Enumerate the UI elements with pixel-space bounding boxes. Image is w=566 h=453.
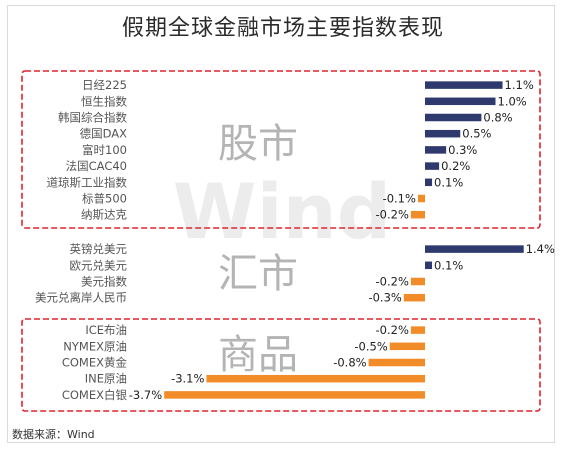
group-label: 商品 <box>218 332 298 378</box>
bar <box>206 374 425 383</box>
data-label: 0.2% <box>441 159 470 173</box>
category-label: 道琼斯工业指数 <box>47 175 128 189</box>
bar <box>164 391 425 399</box>
group-label: 股市 <box>218 121 298 167</box>
data-label: -0.8% <box>333 356 366 370</box>
data-label: -0.2% <box>376 275 409 289</box>
data-label: 1.1% <box>505 78 534 92</box>
group-label: 汇市 <box>218 251 298 297</box>
chart-title: 假期全球金融市场主要指数表现 <box>121 16 444 41</box>
data-label: -0.1% <box>383 192 416 206</box>
category-label: 日经225 <box>82 78 127 92</box>
bar <box>417 194 425 203</box>
data-label: -0.3% <box>368 291 401 305</box>
category-label: 纳斯达克 <box>81 208 127 222</box>
data-label: -3.7% <box>129 388 162 402</box>
bar <box>425 113 482 122</box>
category-label: NYMEX原油 <box>63 339 127 353</box>
bar <box>403 293 425 302</box>
data-source: 数据来源：Wind <box>12 428 95 441</box>
bar <box>410 210 425 219</box>
bar <box>425 178 433 187</box>
bar <box>410 277 425 286</box>
category-label: 法国CAC40 <box>66 159 127 173</box>
data-label: -0.2% <box>376 323 409 337</box>
data-label: 0.1% <box>434 175 463 189</box>
bar <box>425 245 524 253</box>
data-label: 0.5% <box>462 127 491 141</box>
category-label: 欧元兑美元 <box>70 258 128 272</box>
data-label: -0.5% <box>354 339 387 353</box>
data-label: 1.4% <box>526 242 555 256</box>
bar <box>425 162 440 170</box>
group-box <box>21 70 541 229</box>
data-label: 1.0% <box>498 94 527 108</box>
bar <box>410 326 425 334</box>
category-label: 美元兑离岸人民币 <box>35 291 127 305</box>
data-label: 0.8% <box>483 111 512 125</box>
category-label: 富时100 <box>82 143 127 157</box>
data-label: 0.1% <box>434 258 463 272</box>
data-label: 0.3% <box>448 143 477 157</box>
bar <box>425 261 433 270</box>
data-label: -3.1% <box>171 372 204 386</box>
bar <box>425 81 503 89</box>
category-label: 英镑兑美元 <box>70 242 128 256</box>
category-label: INE原油 <box>85 372 127 386</box>
category-label: 恒生指数 <box>81 94 127 108</box>
bar <box>425 129 461 138</box>
watermark-text: Wind <box>173 167 391 256</box>
category-label: 韩国综合指数 <box>58 111 127 125</box>
category-label: 德国DAX <box>80 127 128 141</box>
category-label: 标普500 <box>82 192 127 206</box>
category-label: ICE布油 <box>85 323 127 337</box>
category-label: COMEX白银 <box>62 388 128 402</box>
bar <box>389 342 425 351</box>
category-label: 美元指数 <box>81 275 127 289</box>
group-box <box>21 318 541 412</box>
bar <box>425 97 496 106</box>
bar <box>425 146 447 154</box>
bar <box>368 358 425 367</box>
category-label: COMEX黄金 <box>62 356 128 370</box>
data-label: -0.2% <box>376 208 409 222</box>
